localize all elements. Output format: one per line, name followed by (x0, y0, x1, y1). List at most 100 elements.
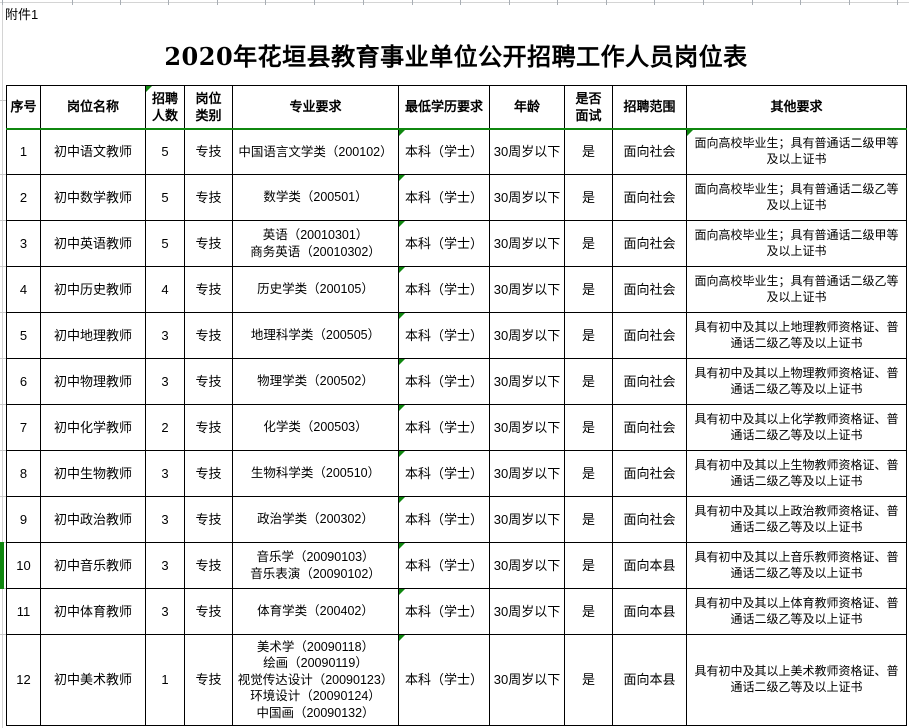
col-other-requirements[interactable]: 具有初中及其以上物理教师资格证、普通话二级乙等及以上证书 (686, 358, 907, 405)
col-education[interactable]: 本科（学士） (398, 496, 490, 543)
col-interview[interactable]: 是 (564, 588, 613, 635)
col-other-requirements[interactable]: 面向高校毕业生；具有普通话二级甲等及以上证书 (686, 127, 907, 175)
header-education[interactable]: 最低学历要求 (398, 85, 490, 129)
col-category[interactable]: 专技 (184, 496, 233, 543)
header-headcount[interactable]: 招聘 人数 (145, 85, 185, 129)
col-age[interactable]: 30周岁以下 (489, 588, 565, 635)
col-interview[interactable]: 是 (564, 358, 613, 405)
col-headcount[interactable]: 1 (145, 634, 185, 726)
col-interview[interactable]: 是 (564, 127, 613, 175)
col-serial[interactable]: 6 (6, 358, 41, 405)
col-position-name[interactable]: 初中体育教师 (40, 588, 146, 635)
col-category[interactable]: 专技 (184, 312, 233, 359)
col-major-requirement[interactable]: 地理科学类（200505） (232, 312, 399, 359)
col-age[interactable]: 30周岁以下 (489, 220, 565, 267)
col-interview[interactable]: 是 (564, 266, 613, 313)
col-serial[interactable]: 3 (6, 220, 41, 267)
header-age[interactable]: 年龄 (489, 85, 565, 129)
col-interview[interactable]: 是 (564, 220, 613, 267)
col-major-requirement[interactable]: 政治学类（200302） (232, 496, 399, 543)
col-major-requirement[interactable]: 中国语言文学类（200102） (232, 127, 399, 175)
header-category[interactable]: 岗位 类别 (184, 85, 233, 129)
col-headcount[interactable]: 4 (145, 266, 185, 313)
col-position-name[interactable]: 初中化学教师 (40, 404, 146, 451)
col-recruitment-scope[interactable]: 面向社会 (612, 496, 687, 543)
col-headcount[interactable]: 3 (145, 358, 185, 405)
col-headcount[interactable]: 2 (145, 404, 185, 451)
col-education[interactable]: 本科（学士） (398, 358, 490, 405)
col-recruitment-scope[interactable]: 面向社会 (612, 220, 687, 267)
col-category[interactable]: 专技 (184, 404, 233, 451)
col-other-requirements[interactable]: 面向高校毕业生；具有普通话二级乙等及以上证书 (686, 174, 907, 221)
col-interview[interactable]: 是 (564, 496, 613, 543)
col-major-requirement[interactable]: 物理学类（200502） (232, 358, 399, 405)
col-education[interactable]: 本科（学士） (398, 634, 490, 726)
col-category[interactable]: 专技 (184, 634, 233, 726)
col-headcount[interactable]: 3 (145, 588, 185, 635)
col-position-name[interactable]: 初中物理教师 (40, 358, 146, 405)
header-position[interactable]: 岗位名称 (40, 85, 146, 129)
col-recruitment-scope[interactable]: 面向本县 (612, 634, 687, 726)
col-position-name[interactable]: 初中语文教师 (40, 127, 146, 175)
col-major-requirement[interactable]: 体育学类（200402） (232, 588, 399, 635)
col-category[interactable]: 专技 (184, 358, 233, 405)
col-age[interactable]: 30周岁以下 (489, 542, 565, 589)
col-headcount[interactable]: 3 (145, 542, 185, 589)
col-age[interactable]: 30周岁以下 (489, 496, 565, 543)
col-category[interactable]: 专技 (184, 127, 233, 175)
col-education[interactable]: 本科（学士） (398, 542, 490, 589)
col-headcount[interactable]: 3 (145, 312, 185, 359)
col-category[interactable]: 专技 (184, 588, 233, 635)
col-other-requirements[interactable]: 具有初中及其以上政治教师资格证、普通话二级乙等及以上证书 (686, 496, 907, 543)
col-education[interactable]: 本科（学士） (398, 127, 490, 175)
col-serial[interactable]: 2 (6, 174, 41, 221)
col-other-requirements[interactable]: 具有初中及其以上音乐教师资格证、普通话二级乙等及以上证书 (686, 542, 907, 589)
col-category[interactable]: 专技 (184, 542, 233, 589)
col-major-requirement[interactable]: 化学类（200503） (232, 404, 399, 451)
col-age[interactable]: 30周岁以下 (489, 634, 565, 726)
header-serial[interactable]: 序号 (6, 85, 41, 129)
col-headcount[interactable]: 3 (145, 450, 185, 497)
col-category[interactable]: 专技 (184, 220, 233, 267)
col-recruitment-scope[interactable]: 面向社会 (612, 404, 687, 451)
col-major-requirement[interactable]: 英语（20010301） 商务英语（20010302） (232, 220, 399, 267)
header-major[interactable]: 专业要求 (232, 85, 399, 129)
col-age[interactable]: 30周岁以下 (489, 266, 565, 313)
col-position-name[interactable]: 初中生物教师 (40, 450, 146, 497)
header-scope[interactable]: 招聘范围 (612, 85, 687, 129)
col-other-requirements[interactable]: 具有初中及其以上地理教师资格证、普通话二级乙等及以上证书 (686, 312, 907, 359)
col-recruitment-scope[interactable]: 面向本县 (612, 542, 687, 589)
col-serial[interactable]: 7 (6, 404, 41, 451)
col-other-requirements[interactable]: 具有初中及其以上美术教师资格证、普通话二级乙等及以上证书 (686, 634, 907, 726)
col-recruitment-scope[interactable]: 面向社会 (612, 450, 687, 497)
col-interview[interactable]: 是 (564, 450, 613, 497)
header-other[interactable]: 其他要求 (686, 85, 907, 129)
col-education[interactable]: 本科（学士） (398, 450, 490, 497)
col-position-name[interactable]: 初中英语教师 (40, 220, 146, 267)
col-position-name[interactable]: 初中历史教师 (40, 266, 146, 313)
col-age[interactable]: 30周岁以下 (489, 358, 565, 405)
col-other-requirements[interactable]: 面向高校毕业生；具有普通话二级乙等及以上证书 (686, 266, 907, 313)
col-education[interactable]: 本科（学士） (398, 312, 490, 359)
col-interview[interactable]: 是 (564, 634, 613, 726)
col-other-requirements[interactable]: 具有初中及其以上生物教师资格证、普通话二级乙等及以上证书 (686, 450, 907, 497)
col-recruitment-scope[interactable]: 面向社会 (612, 127, 687, 175)
col-other-requirements[interactable]: 具有初中及其以上体育教师资格证、普通话二级乙等及以上证书 (686, 588, 907, 635)
col-recruitment-scope[interactable]: 面向社会 (612, 312, 687, 359)
header-interview[interactable]: 是否 面试 (564, 85, 613, 129)
col-recruitment-scope[interactable]: 面向社会 (612, 358, 687, 405)
col-serial[interactable]: 4 (6, 266, 41, 313)
col-position-name[interactable]: 初中美术教师 (40, 634, 146, 726)
col-serial[interactable]: 12 (6, 634, 41, 726)
col-serial[interactable]: 10 (6, 542, 41, 589)
col-interview[interactable]: 是 (564, 542, 613, 589)
col-headcount[interactable]: 5 (145, 220, 185, 267)
col-education[interactable]: 本科（学士） (398, 588, 490, 635)
col-interview[interactable]: 是 (564, 404, 613, 451)
col-major-requirement[interactable]: 音乐学（20090103） 音乐表演（20090102） (232, 542, 399, 589)
col-category[interactable]: 专技 (184, 266, 233, 313)
col-recruitment-scope[interactable]: 面向社会 (612, 174, 687, 221)
col-category[interactable]: 专技 (184, 174, 233, 221)
col-position-name[interactable]: 初中地理教师 (40, 312, 146, 359)
col-age[interactable]: 30周岁以下 (489, 127, 565, 175)
